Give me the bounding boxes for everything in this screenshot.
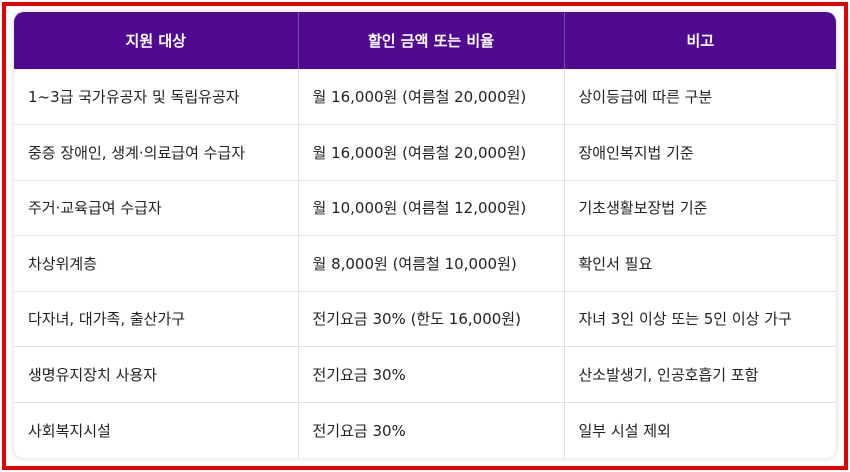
cell-discount: 전기요금 30% (한도 16,000원)	[298, 291, 565, 347]
table-row: 주거·교육급여 수급자 월 10,000원 (여름철 12,000원) 기초생활…	[14, 180, 836, 236]
cell-discount: 월 16,000원 (여름철 20,000원)	[298, 69, 565, 125]
cell-target: 생명유지장치 사용자	[14, 346, 299, 402]
table-row: 생명유지장치 사용자 전기요금 30% 산소발생기, 인공호흡기 포함	[14, 346, 836, 402]
cell-note: 일부 시설 제외	[578, 421, 671, 440]
header-discount: 할인 금액 또는 비율	[298, 12, 565, 69]
table-row: 1~3급 국가유공자 및 독립유공자 월 16,000원 (여름철 20,000…	[14, 69, 836, 125]
header-note: 비고	[686, 32, 715, 50]
discount-table-card: 지원 대상 할인 금액 또는 비율 비고 1~3급 국가유공자 및 독립유공자 …	[14, 12, 836, 458]
header-target: 지원 대상	[14, 12, 299, 69]
cell-note: 기초생활보장법 기준	[578, 199, 708, 218]
cell-discount: 월 8,000원 (여름철 10,000원)	[298, 235, 565, 291]
cell-discount: 월 10,000원 (여름철 12,000원)	[298, 180, 565, 236]
table-row: 다자녀, 대가족, 출산가구 전기요금 30% (한도 16,000원) 자녀 …	[14, 291, 836, 347]
cell-discount: 전기요금 30%	[298, 346, 565, 402]
table-row: 차상위계층 월 8,000원 (여름철 10,000원) 확인서 필요	[14, 235, 836, 291]
table-row: 중증 장애인, 생계·의료급여 수급자 월 16,000원 (여름철 20,00…	[14, 124, 836, 180]
cell-note: 장애인복지법 기준	[578, 143, 694, 162]
cell-target: 주거·교육급여 수급자	[14, 180, 299, 236]
cell-target: 다자녀, 대가족, 출산가구	[14, 291, 299, 347]
table-row: 사회복지시설 전기요금 30% 일부 시설 제외	[14, 402, 836, 458]
cell-target: 중증 장애인, 생계·의료급여 수급자	[14, 124, 299, 180]
cell-target: 사회복지시설	[14, 402, 299, 458]
cell-note: 산소발생기, 인공호흡기 포함	[578, 365, 759, 384]
cell-target: 차상위계층	[14, 235, 299, 291]
table-header-row: 지원 대상 할인 금액 또는 비율 비고	[14, 12, 836, 69]
cell-note: 자녀 3인 이상 또는 5인 이상 가구	[578, 310, 792, 329]
cell-discount: 전기요금 30%	[298, 402, 565, 458]
cell-target: 1~3급 국가유공자 및 독립유공자	[14, 69, 299, 125]
cell-discount: 월 16,000원 (여름철 20,000원)	[298, 124, 565, 180]
discount-table: 지원 대상 할인 금액 또는 비율 비고 1~3급 국가유공자 및 독립유공자 …	[14, 12, 836, 458]
cell-note: 확인서 필요	[578, 254, 653, 273]
cell-note: 상이등급에 따른 구분	[578, 88, 713, 106]
